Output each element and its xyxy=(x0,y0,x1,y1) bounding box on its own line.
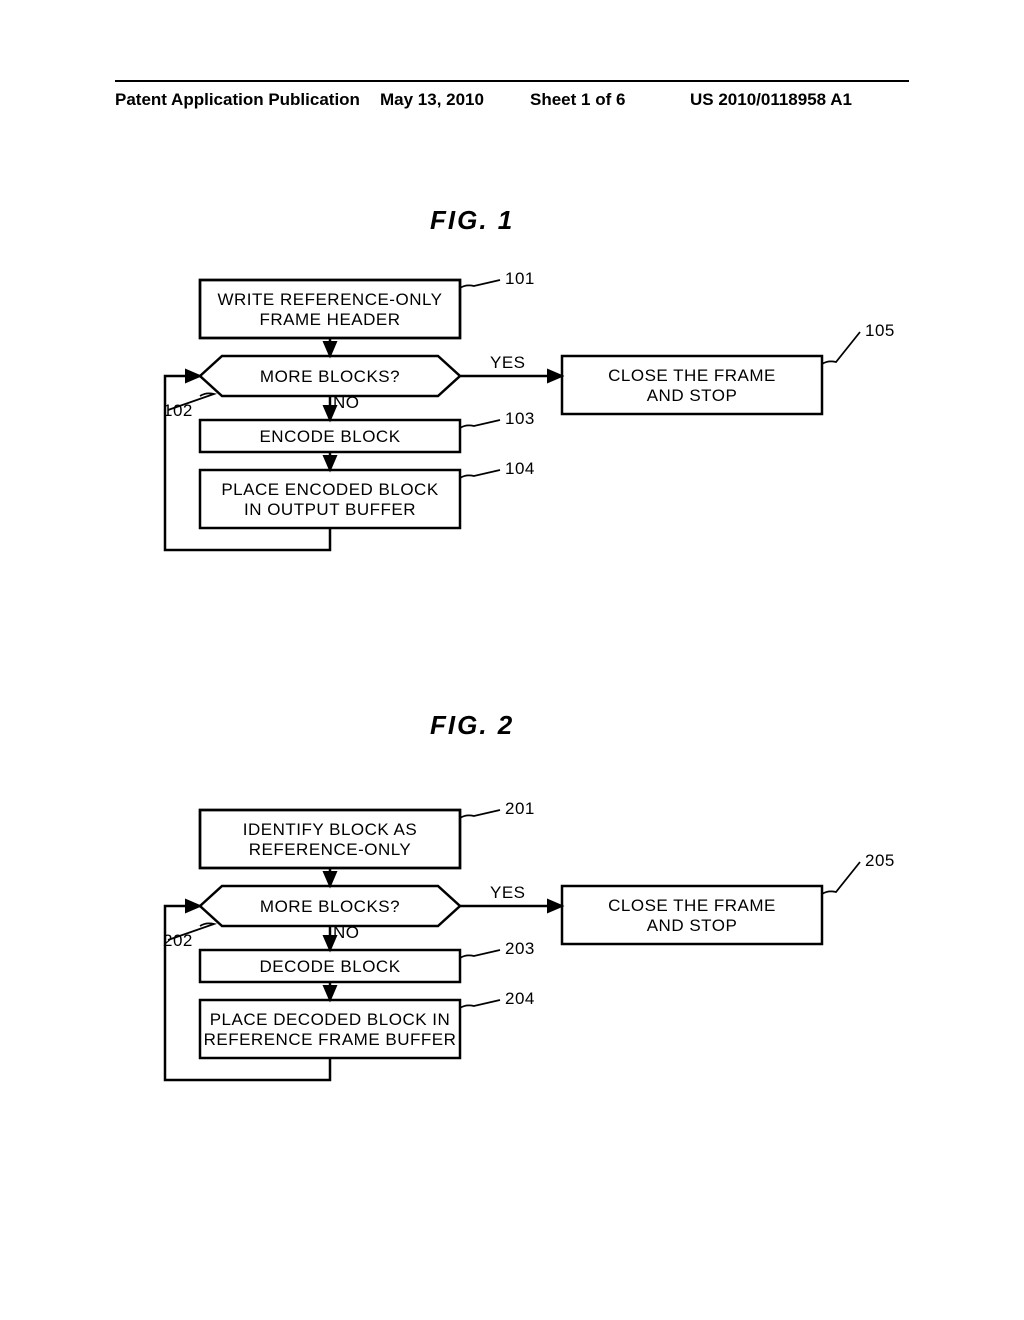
header-rule xyxy=(115,80,909,82)
svg-text:204: 204 xyxy=(505,989,535,1008)
svg-text:203: 203 xyxy=(505,939,535,958)
svg-text:REFERENCE-ONLY: REFERENCE-ONLY xyxy=(249,840,412,859)
svg-text:WRITE REFERENCE-ONLY: WRITE REFERENCE-ONLY xyxy=(217,290,442,309)
svg-text:MORE BLOCKS?: MORE BLOCKS? xyxy=(260,897,400,916)
fig1-flowchart: WRITE REFERENCE-ONLYFRAME HEADER 101 MORE … xyxy=(120,260,900,580)
fig1-title: FIG. 1 xyxy=(430,205,514,236)
svg-text:PLACE DECODED BLOCK IN: PLACE DECODED BLOCK IN xyxy=(210,1010,451,1029)
svg-text:ENCODE BLOCK: ENCODE BLOCK xyxy=(259,427,400,446)
svg-text:IDENTIFY BLOCK AS: IDENTIFY BLOCK AS xyxy=(243,820,417,839)
pub-date: May 13, 2010 xyxy=(380,90,484,110)
fig2-title: FIG. 2 xyxy=(430,710,514,741)
svg-text:AND STOP: AND STOP xyxy=(647,386,738,405)
svg-text:DECODE BLOCK: DECODE BLOCK xyxy=(259,957,400,976)
pub-num: US 2010/0118958 A1 xyxy=(690,90,852,110)
svg-text:201: 201 xyxy=(505,799,535,818)
svg-text:IN OUTPUT BUFFER: IN OUTPUT BUFFER xyxy=(244,500,416,519)
svg-text:FRAME HEADER: FRAME HEADER xyxy=(259,310,400,329)
svg-text:CLOSE THE FRAME: CLOSE THE FRAME xyxy=(608,366,776,385)
svg-text:103: 103 xyxy=(505,409,535,428)
fig2-flowchart: IDENTIFY BLOCK ASREFERENCE-ONLY 201 MORE B… xyxy=(120,790,900,1110)
svg-text:PLACE ENCODED BLOCK: PLACE ENCODED BLOCK xyxy=(221,480,438,499)
svg-text:205: 205 xyxy=(865,851,895,870)
svg-text:NO: NO xyxy=(333,923,360,942)
svg-text:NO: NO xyxy=(333,393,360,412)
svg-text:REFERENCE FRAME BUFFER: REFERENCE FRAME BUFFER xyxy=(204,1030,457,1049)
svg-text:YES: YES xyxy=(490,353,526,372)
pub-sheet: Sheet 1 of 6 xyxy=(530,90,625,110)
svg-text:202: 202 xyxy=(163,931,193,950)
svg-text:YES: YES xyxy=(490,883,526,902)
svg-text:104: 104 xyxy=(505,459,535,478)
svg-text:105: 105 xyxy=(865,321,895,340)
page: Patent Application Publication May 13, 2… xyxy=(0,0,1024,1320)
svg-text:101: 101 xyxy=(505,269,535,288)
svg-text:MORE BLOCKS?: MORE BLOCKS? xyxy=(260,367,400,386)
svg-text:AND STOP: AND STOP xyxy=(647,916,738,935)
svg-text:CLOSE THE FRAME: CLOSE THE FRAME xyxy=(608,896,776,915)
svg-text:102: 102 xyxy=(163,401,193,420)
pub-left: Patent Application Publication xyxy=(115,90,360,110)
